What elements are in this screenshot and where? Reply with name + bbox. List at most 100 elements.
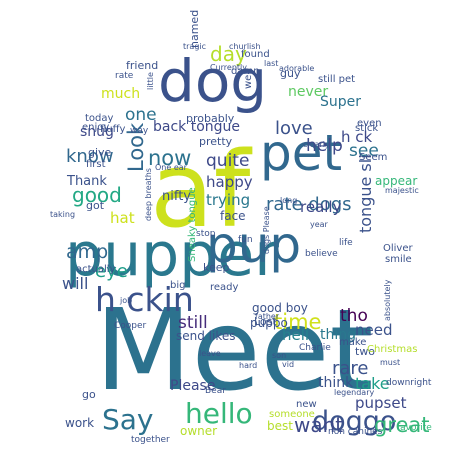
word: owner	[180, 424, 218, 438]
word: year	[310, 220, 328, 229]
word: tho	[340, 306, 368, 326]
word: hat	[110, 209, 135, 227]
word: hard	[239, 361, 258, 370]
word: vid	[282, 360, 295, 369]
word: majestic	[385, 186, 419, 195]
word: enjoy	[82, 122, 110, 133]
word: Christmas	[367, 344, 418, 355]
word: keep	[203, 261, 230, 274]
word: Seem	[359, 152, 388, 163]
word: Please	[170, 378, 216, 394]
word: big	[170, 280, 186, 291]
word: probably	[186, 112, 235, 125]
word: churlish	[229, 42, 261, 51]
word: send likes	[176, 329, 236, 343]
word: take	[355, 374, 390, 393]
word: ready	[210, 282, 239, 293]
word: pup	[206, 216, 302, 274]
word: eye	[95, 261, 128, 282]
word: face	[220, 209, 246, 223]
word: back tongue	[153, 119, 241, 135]
word: found	[241, 49, 270, 60]
word: legendary	[334, 388, 375, 397]
word: give	[88, 146, 112, 159]
word: life	[339, 238, 353, 248]
word: h ckin	[95, 280, 194, 319]
word: best	[267, 419, 293, 433]
word: dog	[158, 47, 268, 115]
word: want	[294, 413, 344, 437]
word: got	[86, 199, 105, 212]
word: son	[272, 351, 287, 360]
word: pretty	[199, 135, 233, 148]
word: two	[355, 345, 376, 358]
word: time	[274, 310, 322, 334]
word: Super	[320, 94, 362, 110]
word: One ear	[155, 163, 187, 172]
word: together	[131, 435, 170, 445]
word: af	[150, 129, 251, 251]
word: much	[101, 86, 141, 102]
word: love	[275, 118, 313, 139]
word: non canines	[328, 427, 383, 437]
word: snug	[80, 124, 114, 140]
word: rate dogs	[266, 194, 352, 215]
word: adorable	[279, 64, 315, 73]
word: Thank	[67, 174, 107, 189]
word: smile	[385, 254, 412, 265]
word: pupper	[65, 220, 279, 290]
word: trying	[206, 191, 251, 209]
word: friend	[126, 59, 159, 72]
word: actually	[76, 264, 116, 275]
word: never	[288, 84, 329, 100]
word: Cooper	[114, 321, 147, 331]
word: happy	[206, 173, 253, 191]
word: even	[357, 118, 382, 129]
word: stick	[355, 123, 379, 134]
word: will	[62, 274, 89, 293]
word: Lost	[254, 315, 277, 328]
word: good boy	[252, 301, 308, 315]
word: leave	[199, 349, 221, 358]
word: stop	[196, 229, 216, 239]
word: Charlie	[299, 343, 331, 353]
word: absolutely	[383, 279, 392, 321]
word: pet	[260, 124, 343, 182]
word: favorite	[397, 423, 432, 433]
word: last	[264, 59, 279, 68]
word: well	[243, 69, 254, 89]
word: first	[86, 159, 106, 170]
word: good	[72, 183, 122, 207]
word: h ck	[341, 128, 373, 146]
word: appear	[375, 174, 418, 188]
word: long	[280, 196, 298, 205]
word: downright	[386, 378, 432, 388]
word: Meet	[95, 286, 374, 416]
word: quite	[206, 151, 250, 171]
word: Currently	[210, 63, 248, 72]
word: Say	[102, 403, 154, 436]
word: help	[306, 136, 343, 156]
word: one	[125, 105, 157, 125]
word: go	[82, 388, 96, 401]
word: job	[120, 296, 133, 305]
word: fun	[238, 235, 253, 245]
word: now	[148, 146, 192, 170]
word: tragic	[183, 42, 207, 51]
word: someone	[269, 409, 315, 420]
word: Oliver	[383, 243, 413, 254]
word: still	[178, 313, 208, 333]
word: must	[380, 358, 401, 367]
word: know	[66, 146, 114, 167]
word: hell	[282, 326, 310, 344]
word: amp	[66, 241, 109, 263]
word: clearly	[303, 140, 330, 149]
word: think	[318, 375, 354, 391]
word: Bear	[205, 386, 226, 396]
word: work	[65, 416, 95, 430]
word: way	[130, 126, 149, 136]
word: dogs Please	[262, 206, 271, 254]
word: need	[355, 321, 393, 339]
word: father	[255, 312, 280, 321]
